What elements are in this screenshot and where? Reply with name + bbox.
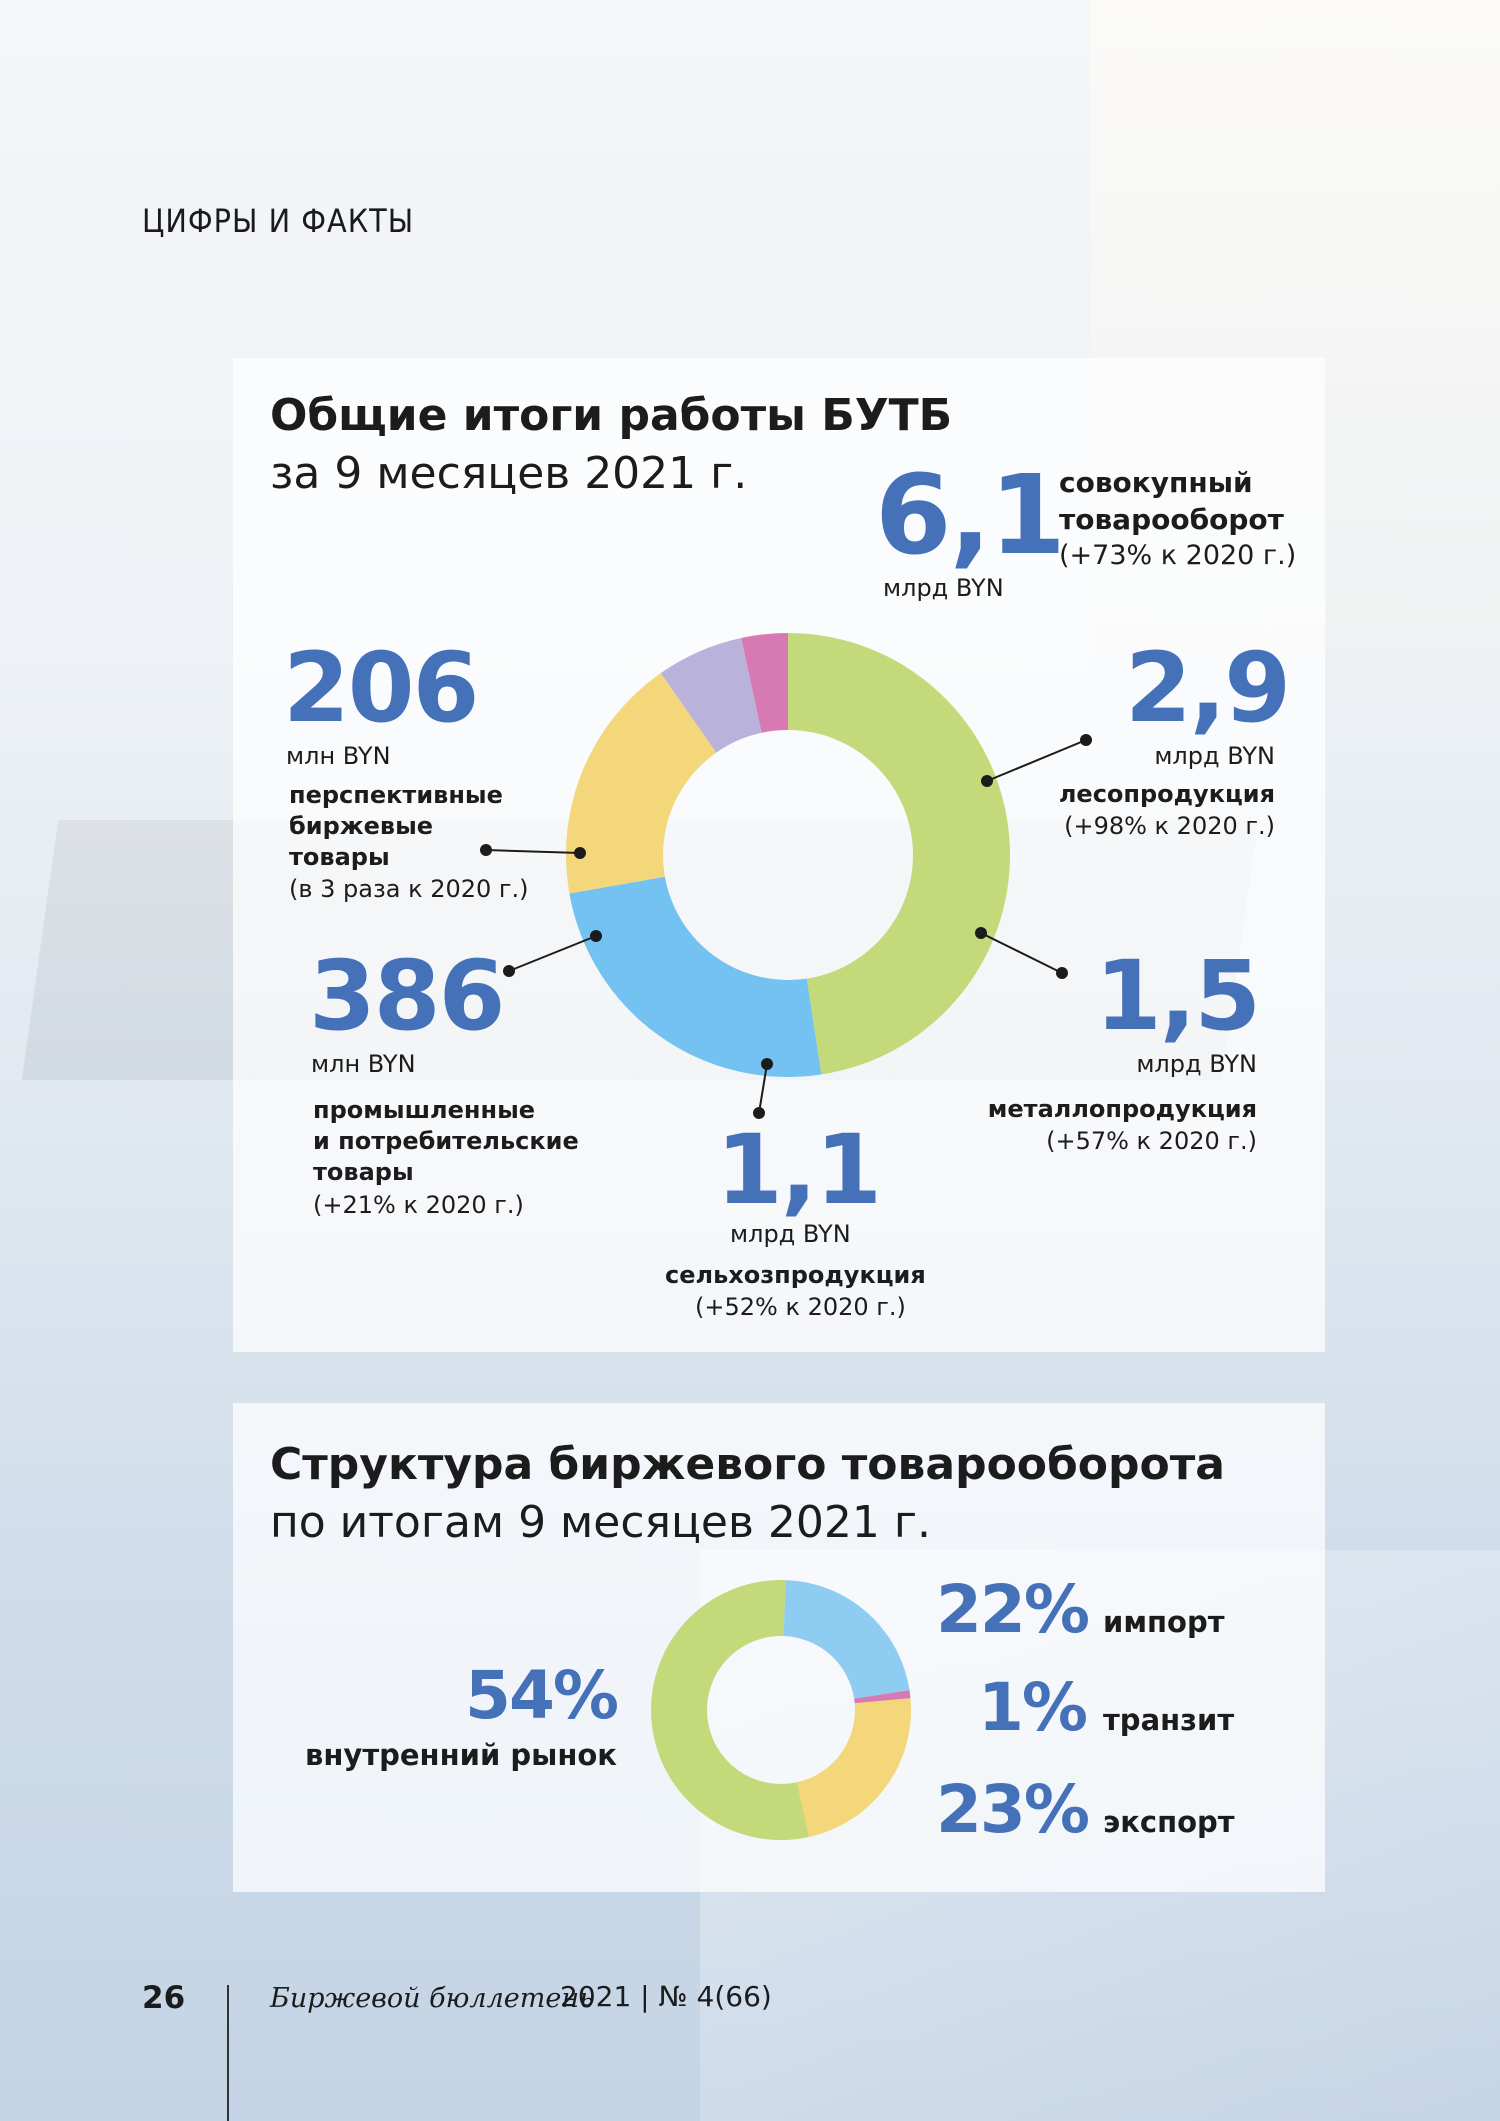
- donut-chart-results: [566, 633, 1011, 1077]
- structure-title: Структура биржевого товарооборота: [270, 1439, 1225, 1490]
- metal-change: (+57% к 2020 г.): [1046, 1127, 1257, 1155]
- structure-slice-3: [651, 1580, 809, 1840]
- transit-pct: 1%: [978, 1669, 1088, 1746]
- metal-label: металлопродукция: [987, 1095, 1257, 1123]
- import-label: импорт: [1103, 1605, 1225, 1639]
- metal-unit: млрд BYN: [1136, 1050, 1257, 1078]
- agri-unit: млрд BYN: [730, 1220, 851, 1248]
- leader-line-industrial: [508, 935, 597, 972]
- agri-change: (+52% к 2020 г.): [695, 1293, 906, 1321]
- structure-slice-1: [854, 1690, 911, 1704]
- footer-issue: 2021 | № 4(66): [560, 1980, 772, 2013]
- industrial-change: (+21% к 2020 г.): [313, 1191, 524, 1219]
- page-number: 26: [142, 1980, 186, 2016]
- transit-label: транзит: [1103, 1703, 1235, 1737]
- prospective-change: (в 3 раза к 2020 г.): [289, 875, 529, 903]
- industrial-value: 386: [309, 940, 505, 1052]
- export-pct: 23%: [936, 1771, 1090, 1848]
- summary-subtitle: за 9 месяцев 2021 г.: [270, 448, 748, 499]
- structure-panel: Структура биржевого товарооборота по ито…: [233, 1403, 1325, 1892]
- structure-slice-2: [796, 1698, 911, 1837]
- forest-unit: млрд BYN: [1154, 742, 1275, 770]
- donut-chart-structure: [651, 1580, 911, 1840]
- leader-line-metal: [980, 932, 1063, 974]
- results-slice-2: [566, 673, 717, 894]
- domestic-pct: 54%: [465, 1657, 619, 1734]
- structure-slice-0: [783, 1580, 910, 1699]
- prospective-unit: млн BYN: [286, 742, 391, 770]
- industrial-label-2: и потребительские: [313, 1127, 579, 1155]
- prospective-label-1: перспективные: [289, 781, 503, 809]
- section-label: ЦИФРЫ И ФАКТЫ: [142, 202, 415, 240]
- domestic-label: внутренний рынок: [305, 1738, 617, 1772]
- total-label-1: совокупный: [1059, 466, 1253, 499]
- results-slice-4: [741, 633, 788, 733]
- footer-divider: [227, 1985, 229, 2121]
- summary-title: Общие итоги работы БУТБ: [270, 390, 953, 441]
- footer-publication-title: Биржевой бюллетень: [270, 1983, 594, 2014]
- industrial-label-1: промышленные: [313, 1096, 536, 1124]
- prospective-label-3: товары: [289, 843, 390, 871]
- forest-value: 2,9: [1124, 632, 1291, 744]
- industrial-unit: млн BYN: [311, 1050, 416, 1078]
- forest-change: (+98% к 2020 г.): [1064, 812, 1275, 840]
- leader-line-forest: [986, 739, 1087, 782]
- prospective-label-2: биржевые: [289, 812, 434, 840]
- agri-label: сельхозпродукция: [665, 1261, 926, 1289]
- results-slice-1: [569, 876, 822, 1077]
- structure-subtitle: по итогам 9 месяцев 2021 г.: [270, 1497, 931, 1548]
- import-pct: 22%: [936, 1571, 1090, 1648]
- results-slice-0: [788, 633, 1011, 1075]
- total-value: 6,1: [875, 451, 1066, 579]
- total-unit: млрд BYN: [883, 574, 1004, 602]
- results-slice-3: [660, 637, 762, 753]
- summary-panel: Общие итоги работы БУТБ за 9 месяцев 202…: [233, 358, 1325, 1352]
- leader-lines: [480, 734, 1092, 1119]
- agri-value: 1,1: [716, 1114, 882, 1226]
- total-change: (+73% к 2020 г.): [1059, 540, 1297, 571]
- leader-line-agri: [758, 1063, 768, 1114]
- industrial-label-3: товары: [313, 1158, 414, 1186]
- total-label-2: товарооборот: [1059, 503, 1284, 536]
- forest-label: лесопродукция: [1058, 780, 1275, 808]
- export-label: экспорт: [1103, 1805, 1235, 1839]
- metal-value: 1,5: [1094, 940, 1261, 1052]
- prospective-value: 206: [283, 632, 479, 744]
- leader-line-prospective: [485, 849, 581, 854]
